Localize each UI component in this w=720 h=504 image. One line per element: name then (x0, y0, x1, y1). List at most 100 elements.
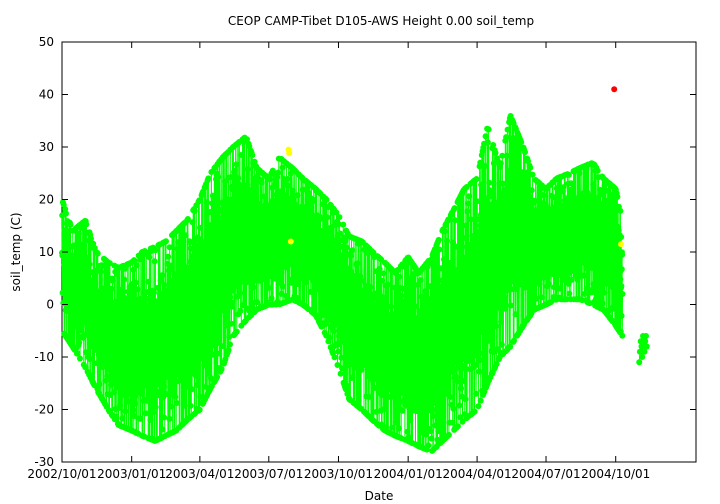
data-point (605, 307, 612, 314)
x-tick-label: 2003/01/01 (97, 467, 166, 481)
data-point (569, 185, 576, 192)
data-point (597, 191, 604, 198)
data-point (487, 292, 494, 299)
data-point (513, 190, 520, 197)
data-point (163, 238, 169, 245)
data-point (377, 324, 384, 331)
data-point (111, 389, 118, 396)
data-point (221, 202, 228, 209)
data-point (202, 349, 209, 356)
data-point (74, 350, 81, 357)
data-point (270, 241, 276, 248)
data-point (504, 177, 511, 184)
data-point (214, 245, 221, 252)
data-point (210, 195, 217, 202)
data-point (220, 343, 227, 350)
data-point (186, 279, 193, 286)
data-point (174, 245, 181, 252)
data-point (375, 385, 382, 392)
data-point (120, 322, 126, 329)
data-point (256, 258, 263, 264)
data-point (201, 362, 208, 369)
data-point (490, 142, 497, 148)
data-point (166, 244, 173, 251)
data-point (428, 435, 435, 442)
data-point (592, 260, 599, 267)
data-point (179, 309, 186, 316)
data-point (543, 239, 550, 246)
data-point (298, 224, 305, 230)
data-point (454, 344, 460, 351)
data-point (636, 348, 643, 355)
y-tick-label: -10 (34, 350, 54, 364)
data-point (594, 167, 601, 174)
data-point (188, 295, 195, 302)
data-point (412, 397, 418, 404)
data-point (202, 287, 209, 293)
data-point (430, 413, 436, 419)
data-point (434, 379, 441, 386)
data-point (465, 349, 472, 356)
data-point (109, 277, 116, 284)
data-point (597, 186, 603, 193)
data-point (125, 321, 132, 328)
data-point (556, 256, 563, 263)
data-point (389, 383, 396, 390)
data-point (274, 174, 281, 181)
data-point (197, 394, 204, 400)
data-point (473, 176, 480, 182)
data-point (124, 315, 131, 322)
data-point (174, 302, 181, 309)
data-point (340, 321, 346, 328)
data-point (174, 362, 181, 369)
data-point (498, 264, 504, 271)
data-point (291, 200, 298, 207)
data-point (299, 275, 306, 281)
data-point (333, 209, 340, 216)
data-point (166, 267, 172, 274)
data-point (116, 345, 123, 352)
data-point (154, 284, 161, 291)
data-point (161, 281, 168, 288)
data-point (113, 270, 120, 277)
data-point (326, 334, 333, 341)
data-point (485, 338, 492, 344)
data-point (316, 216, 323, 223)
data-point (106, 350, 113, 357)
data-point (237, 183, 244, 190)
data-point (472, 292, 479, 299)
data-point (367, 284, 374, 291)
data-point (372, 358, 379, 365)
data-point (153, 298, 160, 305)
data-point (605, 231, 612, 237)
data-point (146, 254, 153, 261)
data-point (437, 332, 444, 339)
data-point (435, 356, 442, 363)
data-point (222, 178, 228, 185)
y-tick-label: 40 (39, 88, 54, 102)
data-point (385, 351, 392, 358)
data-point (454, 378, 461, 385)
data-point (390, 326, 396, 333)
data-point (469, 329, 476, 336)
data-point (378, 277, 385, 284)
data-point (445, 343, 452, 350)
data-point (474, 266, 481, 273)
data-point (331, 245, 338, 252)
data-point (566, 290, 573, 297)
data-point (157, 277, 164, 284)
data-point (164, 303, 171, 310)
data-point (339, 310, 346, 317)
data-point (478, 181, 485, 188)
data-point (141, 353, 148, 360)
data-point (189, 274, 196, 281)
data-point (63, 210, 69, 217)
data-point (179, 328, 186, 335)
data-point (100, 333, 107, 340)
data-point (160, 377, 167, 384)
data-point (161, 414, 168, 421)
data-point (188, 253, 195, 260)
data-point (604, 187, 611, 194)
data-point (138, 334, 145, 341)
data-point (311, 304, 317, 311)
